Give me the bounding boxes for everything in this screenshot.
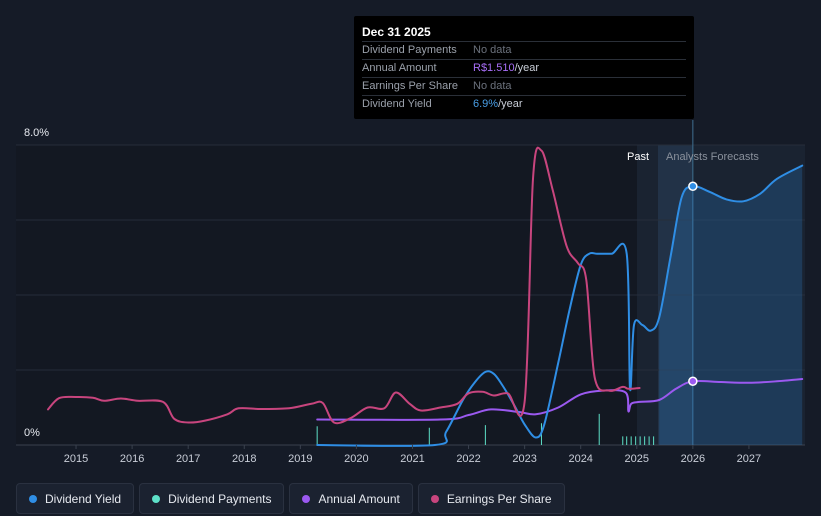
legend-label: Annual Amount — [318, 491, 400, 506]
series-markers — [688, 181, 698, 386]
x-tick-label: 2017 — [176, 453, 200, 465]
tooltip-label: Dividend Yield — [362, 98, 432, 110]
tooltip-label: Dividend Payments — [362, 44, 457, 56]
legend-dot-icon — [152, 494, 161, 503]
tooltip-value: 6.9% — [473, 98, 499, 110]
x-tick-label: 2026 — [681, 453, 705, 465]
tooltip-unit: /year — [498, 98, 523, 110]
tooltip-date: Dec 31 2025 — [362, 25, 431, 39]
tooltip-row-annual-amount: Annual Amount R$1.510/year — [362, 59, 686, 77]
series-line-dividend-yield — [316, 164, 804, 447]
tooltip-row-earnings-per-share: Earnings Per Share No data — [362, 77, 686, 95]
dividend-chart[interactable]: 2015 2016 2017 2018 2019 2020 2021 2022 2023 2024… — [0, 0, 821, 480]
tooltip-label: Earnings Per Share — [362, 80, 458, 92]
tooltip-value: R$1.510 — [473, 62, 515, 74]
marker-dividend-yield — [688, 181, 698, 191]
legend-dot-icon — [302, 494, 311, 503]
tooltip: Dec 31 2025 Dividend Payments No data An… — [354, 16, 694, 119]
legend-label: Dividend Yield — [45, 491, 122, 506]
legend-item-earnings-per-share[interactable]: Earnings Per Share — [417, 483, 565, 514]
x-tick-label: 2023 — [512, 453, 536, 465]
x-tick-label: 2016 — [120, 453, 144, 465]
grid-lines — [16, 144, 805, 446]
x-tick-label: 2015 — [64, 453, 88, 465]
x-tick-label: 2021 — [400, 453, 424, 465]
tooltip-unit: /year — [514, 62, 540, 74]
legend: Dividend Yield Dividend Payments Annual … — [16, 483, 565, 514]
x-tick-label: 2018 — [232, 453, 256, 465]
past-label: Past — [627, 151, 649, 163]
x-axis-ticks: 2015 2016 2017 2018 2019 2020 2021 2022 2023 2024… — [64, 445, 761, 465]
y-axis-top-label: 8.0% — [24, 127, 49, 139]
x-tick-label: 2019 — [288, 453, 312, 465]
x-tick-label: 2020 — [344, 453, 368, 465]
x-tick-label: 2027 — [737, 453, 761, 465]
legend-label: Earnings Per Share — [446, 491, 552, 506]
x-tick-label: 2024 — [568, 453, 592, 465]
dividend-yield-forecast-area — [659, 165, 803, 445]
series-line-annual-amount — [316, 378, 804, 421]
series-line-earnings-per-share — [47, 146, 641, 425]
tooltip-value: No data — [473, 44, 512, 56]
legend-dot-icon — [29, 494, 37, 503]
forecast-label: Analysts Forecasts — [666, 151, 759, 163]
x-tick-label: 2025 — [625, 453, 649, 465]
legend-item-dividend-yield[interactable]: Dividend Yield — [16, 483, 135, 514]
legend-item-dividend-payments[interactable]: Dividend Payments — [139, 483, 285, 514]
x-tick-label: 2022 — [456, 453, 480, 465]
legend-label: Dividend Payments — [168, 491, 272, 506]
series-lines — [47, 146, 804, 447]
legend-item-annual-amount[interactable]: Annual Amount — [289, 483, 413, 514]
tooltip-row-dividend-payments: Dividend Payments No data — [362, 41, 686, 59]
legend-dot-icon — [430, 494, 439, 503]
tooltip-row-dividend-yield: Dividend Yield 6.9%/year — [362, 95, 686, 113]
y-axis-bottom-label: 0% — [24, 427, 40, 439]
tooltip-label: Annual Amount — [362, 62, 437, 74]
tooltip-value: No data — [473, 80, 512, 92]
marker-annual-amount — [688, 376, 698, 386]
